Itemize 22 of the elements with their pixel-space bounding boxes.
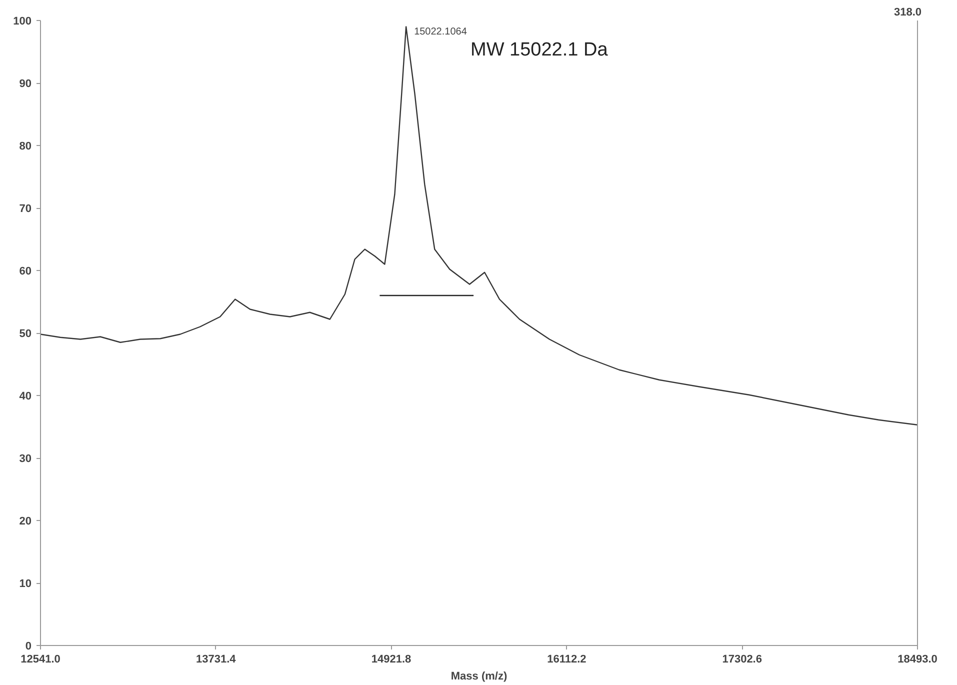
y-tick-label: 30 bbox=[19, 453, 32, 465]
x-tick-label: 16112.2 bbox=[547, 654, 586, 666]
y-tick-label: 50 bbox=[19, 328, 32, 340]
y-tick-label: 90 bbox=[19, 78, 32, 90]
x-tick-label: 12541.0 bbox=[20, 654, 60, 666]
x-tick-label: 14921.8 bbox=[371, 654, 412, 666]
x-tick-label: 13731.4 bbox=[196, 654, 237, 666]
annotation: 15022.1064 bbox=[414, 26, 468, 38]
annotation: MW 15022.1 Da bbox=[470, 40, 608, 60]
y-tick-label: 60 bbox=[19, 266, 32, 278]
x-tick-label: 18493.0 bbox=[898, 654, 938, 666]
y-tick-label: 100 bbox=[13, 16, 32, 28]
y-tick-label: 0 bbox=[25, 640, 32, 652]
y-tick-label: 80 bbox=[19, 140, 32, 152]
y-tick-label: 10 bbox=[19, 578, 32, 590]
line-series bbox=[40, 26, 918, 426]
y-tick-label: 70 bbox=[19, 203, 32, 215]
y-tick-label: 40 bbox=[19, 390, 32, 402]
x-axis-title: Mass (m/z) bbox=[450, 670, 508, 682]
y-tick-label: 20 bbox=[19, 516, 32, 528]
x-tick-label: 17302.6 bbox=[722, 654, 762, 666]
text: 318.0 bbox=[894, 6, 922, 18]
